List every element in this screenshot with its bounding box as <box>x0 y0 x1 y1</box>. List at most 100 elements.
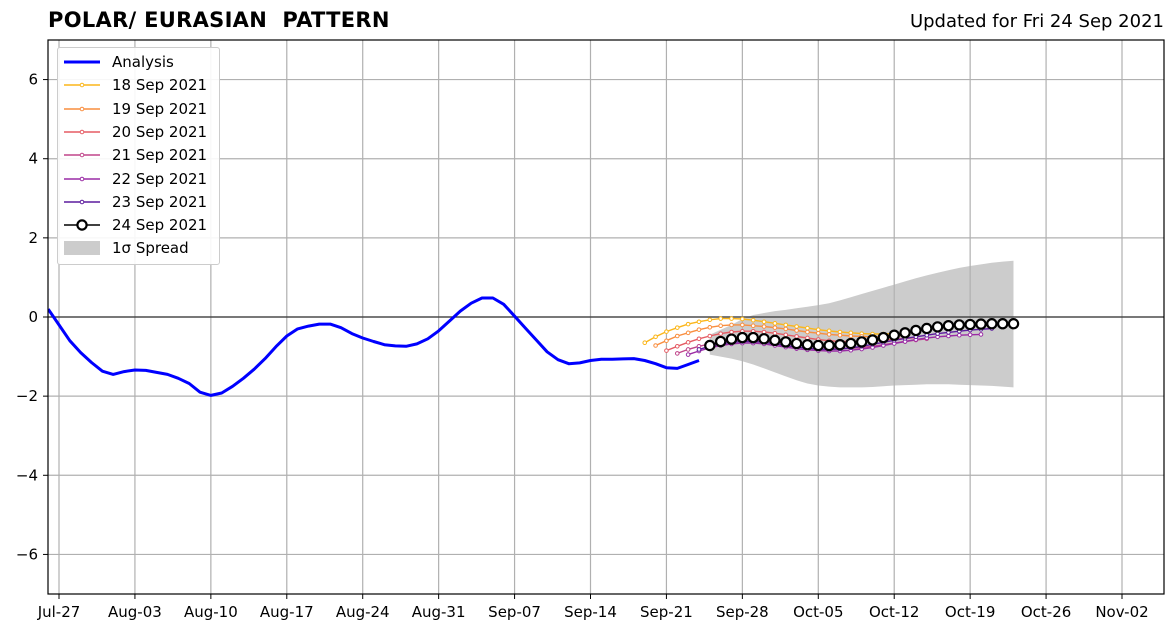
data-point <box>790 337 803 350</box>
data-point <box>942 320 955 332</box>
x-tick-label: Aug-31 <box>412 603 466 621</box>
data-point <box>707 333 713 339</box>
data-point <box>696 327 702 332</box>
data-point <box>899 327 911 339</box>
data-point <box>653 334 658 340</box>
data-point <box>823 339 835 352</box>
x-tick-label: Jul-27 <box>37 603 81 621</box>
y-tick-label: 6 <box>28 71 38 89</box>
x-tick-label: Nov-02 <box>1095 603 1148 621</box>
data-point <box>707 317 713 323</box>
spread-layer <box>709 260 1014 388</box>
x-tick-label: Sep-14 <box>564 603 617 621</box>
legend-item: 21 Sep 2021 <box>62 145 218 165</box>
data-point <box>815 330 821 336</box>
series-layer <box>48 296 1020 397</box>
data-point <box>801 339 814 351</box>
chart-title: POLAR/ EURASIAN PATTERN <box>48 8 390 32</box>
data-point <box>826 332 832 337</box>
data-point <box>696 336 702 342</box>
data-point <box>718 316 723 321</box>
data-point <box>975 318 987 330</box>
data-point <box>707 324 713 330</box>
data-point <box>794 328 799 333</box>
legend-item: 18 Sep 2021 <box>62 75 218 95</box>
data-point <box>888 329 900 341</box>
data-point <box>747 331 759 344</box>
x-tick-label: Oct-12 <box>869 603 919 621</box>
y-tick-label: 2 <box>28 229 38 247</box>
data-point <box>674 351 680 356</box>
data-point <box>664 348 669 353</box>
data-point <box>772 321 778 326</box>
legend-marker <box>76 219 88 231</box>
legend-label: 23 Sep 2021 <box>112 192 208 211</box>
data-point <box>834 339 846 351</box>
data-point <box>805 325 810 331</box>
data-point <box>837 332 843 338</box>
legend-label: 24 Sep 2021 <box>112 216 208 235</box>
data-point <box>794 324 799 329</box>
data-point <box>826 328 832 334</box>
legend-item: 19 Sep 2021 <box>62 99 218 119</box>
legend-swatch <box>64 219 100 231</box>
legend-marker <box>79 176 85 181</box>
legend-item: 22 Sep 2021 <box>62 169 218 189</box>
data-point <box>783 326 789 332</box>
data-point <box>978 332 984 337</box>
data-point <box>758 333 770 345</box>
data-point <box>769 334 781 347</box>
x-tick-label: Aug-10 <box>184 603 238 621</box>
spread-band <box>709 260 1014 388</box>
x-tick-label: Aug-24 <box>336 603 390 621</box>
legend-label: 20 Sep 2021 <box>112 122 208 141</box>
data-point <box>848 333 854 339</box>
x-tick-label: Oct-19 <box>945 603 995 621</box>
legend-swatch <box>64 199 100 205</box>
data-point <box>736 331 749 344</box>
data-point <box>986 318 998 330</box>
series-line-analysis <box>48 296 700 397</box>
x-tick-label: Oct-26 <box>1021 603 1071 621</box>
data-point <box>783 332 789 338</box>
data-point <box>1007 318 1020 330</box>
legend-swatch <box>64 176 100 181</box>
legend-item: 24 Sep 2021 <box>62 215 218 235</box>
data-point <box>685 340 691 345</box>
y-tick-label: 4 <box>28 150 38 168</box>
updated-date: Updated for Fri 24 Sep 2021 <box>909 11 1164 32</box>
legend-swatch <box>64 106 100 111</box>
data-point <box>812 339 824 352</box>
data-point <box>725 333 738 345</box>
data-point <box>718 331 723 336</box>
data-point <box>740 316 745 322</box>
data-point <box>674 333 680 339</box>
series-line-22-sep-2021 <box>687 333 982 356</box>
data-point <box>750 323 756 329</box>
data-point <box>696 319 702 325</box>
data-point <box>729 322 734 328</box>
data-point <box>685 352 691 357</box>
data-point <box>794 334 799 339</box>
legend-label: 1σ Spread <box>112 239 189 258</box>
data-point <box>674 325 680 330</box>
x-tick-label: Sep-07 <box>488 603 541 621</box>
legend-label: 21 Sep 2021 <box>112 146 208 165</box>
legend-patch <box>64 241 100 256</box>
data-point <box>815 327 821 332</box>
legend-label: 18 Sep 2021 <box>112 76 208 95</box>
legend-swatch <box>64 60 100 64</box>
data-point <box>956 332 962 338</box>
data-point <box>664 329 669 334</box>
data-point <box>642 340 648 346</box>
data-point <box>964 318 976 331</box>
legend-item: Analysis <box>62 52 218 72</box>
data-point <box>996 318 1009 330</box>
legend-item: 20 Sep 2021 <box>62 122 218 142</box>
y-tick-label: −4 <box>16 466 38 484</box>
data-point <box>772 325 778 330</box>
data-point <box>877 331 890 344</box>
data-point <box>674 343 680 349</box>
data-point <box>718 323 723 329</box>
